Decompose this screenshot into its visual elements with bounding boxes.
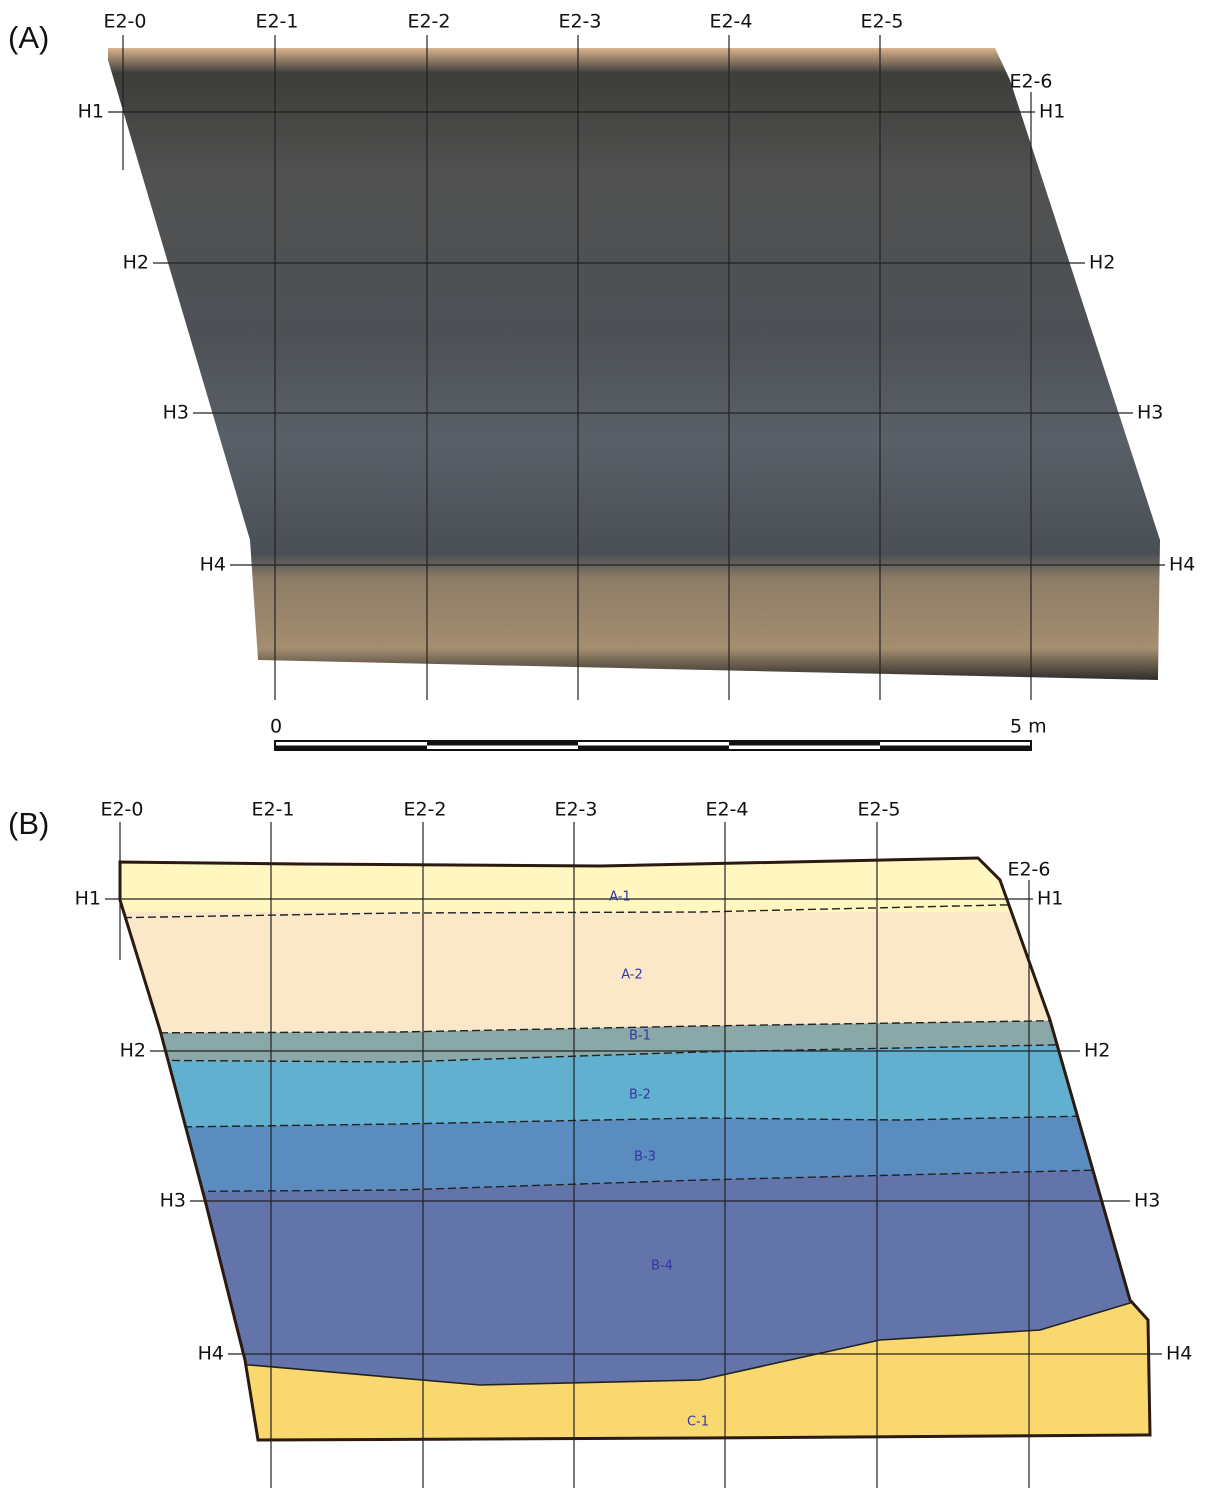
- row-label: H2: [120, 1040, 146, 1062]
- column-label: E2-4: [705, 799, 748, 821]
- column-label: E2-3: [558, 11, 601, 33]
- row-label: H4: [200, 554, 226, 576]
- column-label: E2-1: [255, 11, 298, 33]
- row-label: H3: [160, 1190, 186, 1212]
- layer-label: C-1: [687, 1415, 709, 1430]
- layer-label: A-2: [621, 968, 643, 983]
- layer-label: B-2: [629, 1088, 651, 1103]
- row-label: H4: [198, 1343, 224, 1365]
- column-label: E2-5: [860, 11, 903, 33]
- layer-label: B-3: [634, 1150, 656, 1165]
- layer-label: A-1: [609, 890, 631, 905]
- row-label: H3: [1134, 1190, 1160, 1212]
- column-label: E2-2: [403, 799, 446, 821]
- row-label: H1: [1037, 888, 1063, 910]
- figure: (A) 0 5 m (B) E2-0 E2-1 E2-2 E2-3 E2-4 E2-5 E2…: [0, 0, 1211, 1488]
- column-label: E2-0: [100, 799, 143, 821]
- profile-photo: [108, 48, 1160, 680]
- row-label: H3: [163, 402, 189, 424]
- row-label: H2: [123, 252, 149, 274]
- row-label: H2: [1089, 252, 1115, 274]
- column-label: E2-1: [251, 799, 294, 821]
- row-label: H3: [1137, 402, 1163, 424]
- panel-label: (A): [8, 20, 49, 55]
- row-label: H1: [78, 101, 104, 123]
- column-label: E2-6: [1009, 71, 1052, 93]
- scale-end: 5 m: [1010, 716, 1047, 738]
- layer-label: B-1: [629, 1029, 651, 1044]
- row-label: H4: [1169, 554, 1195, 576]
- column-label: E2-4: [709, 11, 752, 33]
- column-label: E2-3: [554, 799, 597, 821]
- row-label: H4: [1166, 1343, 1192, 1365]
- scale-start: 0: [270, 716, 282, 738]
- row-label: H1: [1039, 101, 1065, 123]
- column-label: E2-5: [857, 799, 900, 821]
- column-label: E2-6: [1007, 859, 1050, 881]
- panel-label: (B): [8, 806, 49, 841]
- row-label: H1: [75, 888, 101, 910]
- layer-label: B-4: [651, 1259, 673, 1274]
- row-label: H2: [1084, 1040, 1110, 1062]
- scale-bar: [275, 741, 1031, 750]
- column-label: E2-2: [407, 11, 450, 33]
- column-label: E2-0: [103, 11, 146, 33]
